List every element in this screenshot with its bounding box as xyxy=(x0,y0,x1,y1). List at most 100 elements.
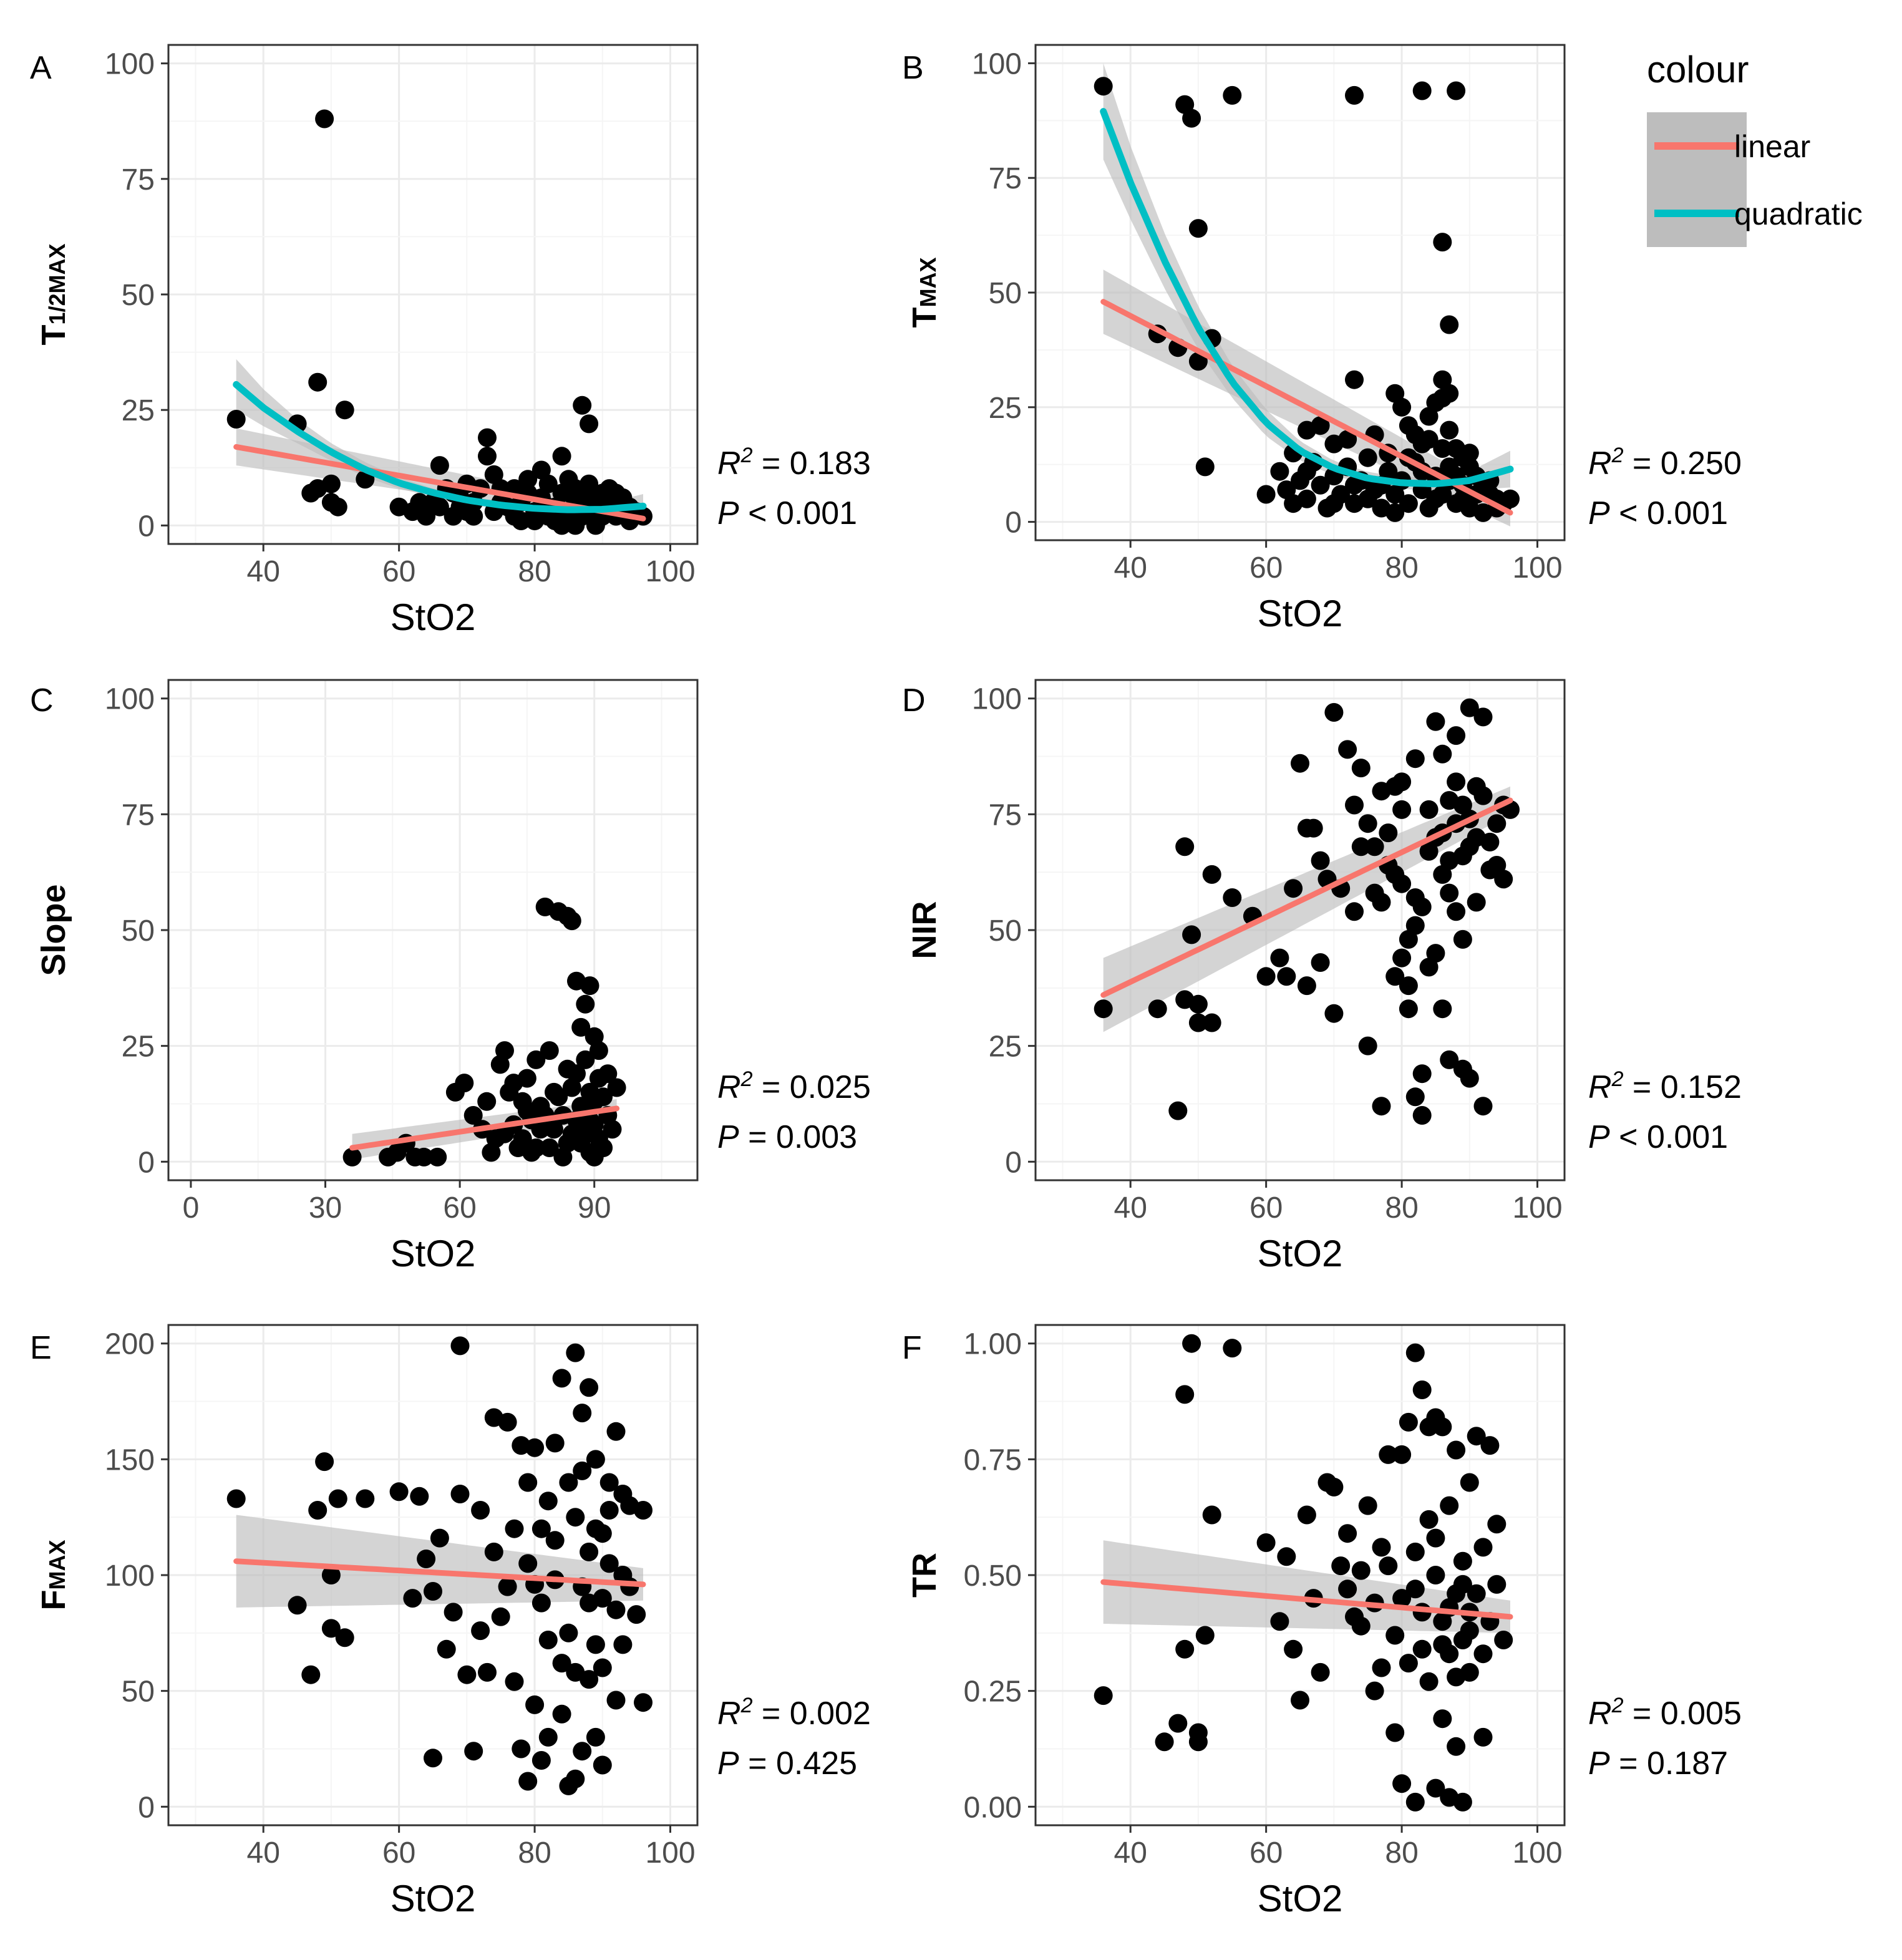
data-point xyxy=(566,1508,585,1527)
y-axis-label-main: TR xyxy=(906,1553,943,1598)
data-point xyxy=(1188,352,1208,371)
x-tick-label: 80 xyxy=(1385,551,1418,585)
data-point xyxy=(505,1672,524,1691)
fit-statistics: R2 = 0.250 P < 0.001 xyxy=(1588,444,1742,531)
data-point xyxy=(1412,897,1432,916)
data-point xyxy=(1345,85,1364,105)
data-point xyxy=(531,1519,551,1538)
panel-letter: D xyxy=(902,682,926,719)
y-axis: 0.00 0.25 0.50 0.75 1.00 xyxy=(964,1328,1036,1824)
data-point xyxy=(531,1751,551,1770)
x-axis-label: StO2 xyxy=(1258,593,1343,634)
x-tick-label: 100 xyxy=(645,555,695,588)
y-axis: 0 25 50 75 100 xyxy=(972,47,1036,540)
data-point xyxy=(505,1519,524,1538)
data-point xyxy=(1175,1639,1195,1659)
panel-letter: B xyxy=(902,50,924,86)
data-point xyxy=(1188,1732,1208,1752)
x-tick-label: 60 xyxy=(1249,1191,1283,1225)
data-point xyxy=(1256,967,1276,986)
data-point xyxy=(531,1593,551,1613)
data-point xyxy=(424,493,442,512)
data-point xyxy=(1399,999,1418,1019)
data-point xyxy=(545,1434,565,1453)
data-point xyxy=(1155,1732,1174,1752)
y-tick-label: 75 xyxy=(122,798,155,832)
y-axis-label: TMAX xyxy=(906,258,943,328)
x-tick-label: 90 xyxy=(578,1191,611,1225)
fit-statistics: R2 = 0.002 P = 0.425 xyxy=(717,1694,871,1782)
x-tick-label: 40 xyxy=(1114,1191,1147,1225)
data-point xyxy=(1284,1639,1303,1659)
y-axis: 0 25 50 75 100 xyxy=(105,48,168,543)
data-point xyxy=(1270,1612,1289,1631)
y-tick-label: 100 xyxy=(972,683,1022,716)
data-point xyxy=(471,1501,490,1520)
data-point xyxy=(1433,1612,1452,1631)
y-axis-label: TR xyxy=(906,1553,943,1598)
data-point xyxy=(1324,1477,1344,1497)
x-tick-label: 60 xyxy=(1249,1836,1283,1870)
data-point xyxy=(566,1343,585,1362)
x-tick-label: 80 xyxy=(518,555,551,588)
data-point xyxy=(1385,1723,1405,1742)
data-point xyxy=(1453,929,1472,949)
data-point xyxy=(1365,883,1384,903)
data-point xyxy=(1358,489,1377,508)
data-point xyxy=(1460,1473,1479,1492)
data-point xyxy=(1365,1681,1384,1700)
data-point xyxy=(1419,800,1439,819)
data-point xyxy=(410,493,429,512)
data-point xyxy=(1473,1097,1493,1116)
data-point xyxy=(566,1769,585,1788)
data-point xyxy=(586,1450,605,1469)
data-point xyxy=(1379,823,1398,843)
data-point xyxy=(580,976,599,996)
data-point xyxy=(1440,883,1459,903)
data-point xyxy=(1453,795,1472,815)
data-point xyxy=(1270,948,1289,968)
x-axis: 40 60 80 100 xyxy=(247,1825,696,1870)
data-point xyxy=(1467,893,1486,912)
data-point xyxy=(580,474,599,493)
r-squared: R2 = 0.025 xyxy=(717,1067,871,1105)
data-point xyxy=(1426,489,1445,508)
data-point xyxy=(1473,1727,1493,1747)
data-point xyxy=(1433,439,1452,458)
data-point xyxy=(559,512,578,530)
data-point xyxy=(1311,416,1330,435)
data-point xyxy=(1372,1538,1391,1557)
data-point xyxy=(517,1101,536,1120)
y-tick-label: 0.75 xyxy=(964,1443,1022,1477)
data-point xyxy=(1399,494,1418,513)
x-tick-label: 80 xyxy=(518,1836,551,1870)
fit-lines xyxy=(1100,1579,1513,1620)
data-point xyxy=(1175,1385,1195,1404)
data-point xyxy=(1338,1524,1357,1543)
data-point xyxy=(576,994,595,1014)
data-point xyxy=(1338,740,1357,759)
panel-letter: C xyxy=(30,682,54,719)
data-point xyxy=(1440,384,1459,403)
data-point xyxy=(1345,795,1364,815)
data-point xyxy=(1324,1004,1344,1023)
data-point xyxy=(525,1695,545,1714)
data-point xyxy=(1487,814,1507,833)
data-point xyxy=(1405,1087,1425,1107)
data-point xyxy=(1480,832,1500,851)
data-point xyxy=(1405,749,1425,769)
data-point xyxy=(1440,315,1459,334)
x-tick-label: 80 xyxy=(1385,1191,1418,1225)
data-point xyxy=(328,497,347,517)
y-tick-label: 0 xyxy=(138,1791,155,1824)
y-axis-label-main: T xyxy=(35,325,72,346)
data-point xyxy=(1094,999,1113,1019)
data-point xyxy=(1351,759,1371,778)
data-point xyxy=(580,1378,599,1397)
data-point xyxy=(1392,1445,1412,1464)
y-axis: 0 25 50 75 100 xyxy=(972,683,1036,1179)
legend-title: colour xyxy=(1647,49,1749,90)
data-point xyxy=(1399,1412,1418,1432)
data-point xyxy=(1094,1686,1113,1705)
data-point xyxy=(1487,856,1507,875)
